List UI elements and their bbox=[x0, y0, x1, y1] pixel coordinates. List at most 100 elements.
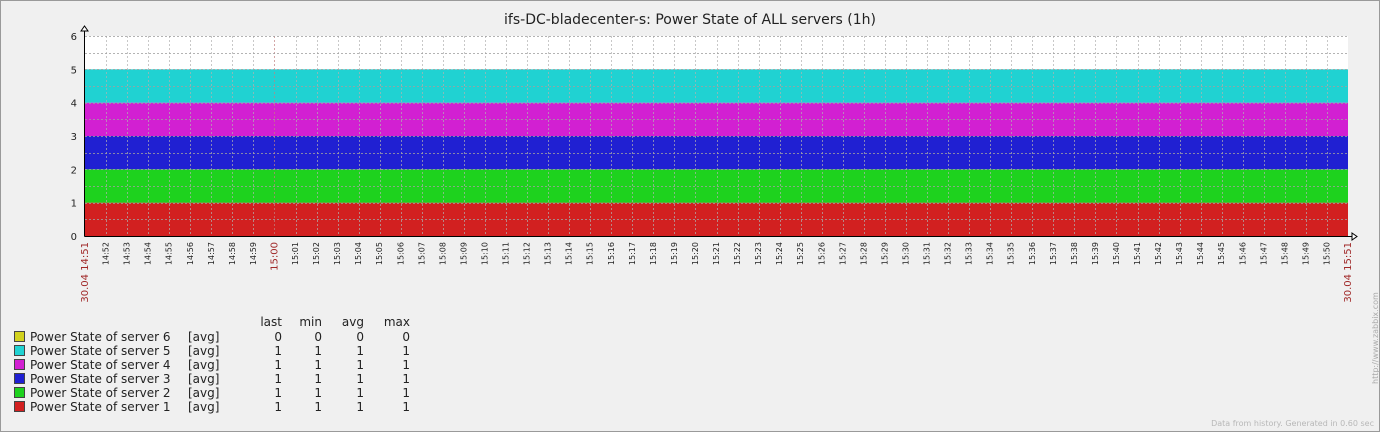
x-tick-label: 14:52 bbox=[102, 242, 111, 265]
legend-item-avg: 1 bbox=[356, 344, 364, 358]
legend-swatch bbox=[14, 359, 25, 370]
legend-row-server-3: Power State of server 3 [avg] 1 1 1 1 bbox=[14, 372, 410, 386]
x-tick-label: 15:33 bbox=[965, 242, 974, 265]
legend-item-max: 0 bbox=[402, 330, 410, 344]
x-tick-label: 15:45 bbox=[1217, 242, 1226, 265]
x-tick-label-hour: 15:00 bbox=[269, 242, 280, 271]
x-tick-label: 15:43 bbox=[1175, 242, 1184, 265]
x-tick-labels: 14:52 14:53 14:54 14:55 14:56 14:57 14:58 14:59… bbox=[80, 242, 1354, 303]
x-tick-label: 15:09 bbox=[459, 242, 468, 265]
x-tick-label: 15:05 bbox=[375, 242, 384, 265]
legend-item-name: Power State of server 1 bbox=[30, 400, 171, 414]
x-tick-label: 15:47 bbox=[1259, 242, 1268, 265]
x-tick-label: 15:14 bbox=[565, 242, 574, 265]
x-tick-label: 15:39 bbox=[1091, 242, 1100, 265]
legend-item-function: [avg] bbox=[188, 386, 220, 400]
legend-item-avg: 0 bbox=[356, 330, 364, 344]
x-tick-label: 15:48 bbox=[1280, 242, 1289, 265]
legend-item-max: 1 bbox=[402, 344, 410, 358]
y-tick-label: 6 bbox=[71, 32, 77, 43]
legend-row-server-4: Power State of server 4 [avg] 1 1 1 1 bbox=[14, 358, 410, 372]
x-tick-label: 15:12 bbox=[523, 242, 532, 265]
x-tick-label: 15:25 bbox=[796, 242, 805, 265]
x-tick-label: 15:40 bbox=[1112, 242, 1121, 265]
y-tick-labels: 0 1 2 3 4 5 6 bbox=[71, 32, 77, 243]
axes bbox=[80, 25, 1358, 241]
x-end-label: 30.04 15:51 bbox=[1343, 242, 1354, 303]
x-tick-label: 15:22 bbox=[733, 242, 742, 265]
legend-item-name: Power State of server 3 bbox=[30, 372, 171, 386]
y-axis-arrow bbox=[80, 25, 89, 32]
legend-item-name: Power State of server 5 bbox=[30, 344, 171, 358]
legend-item-max: 1 bbox=[402, 400, 410, 414]
x-tick-label: 15:26 bbox=[817, 242, 826, 265]
legend-item-min: 1 bbox=[314, 400, 322, 414]
x-tick-label: 15:16 bbox=[607, 242, 616, 265]
x-tick-label: 15:13 bbox=[544, 242, 553, 265]
legend-item-avg: 1 bbox=[356, 358, 364, 372]
footer-generated-note: Data from history. Generated in 0.60 sec bbox=[1211, 419, 1374, 428]
x-tick-label: 15:31 bbox=[923, 242, 932, 265]
x-tick-label: 14:55 bbox=[165, 242, 174, 265]
x-tick-label: 15:04 bbox=[354, 242, 363, 265]
x-tick-label: 15:30 bbox=[901, 242, 910, 265]
x-tick-label: 14:56 bbox=[186, 242, 195, 265]
legend-swatch bbox=[14, 373, 25, 384]
x-tick-label: 15:07 bbox=[417, 242, 426, 265]
legend-item-min: 1 bbox=[314, 358, 322, 372]
y-tick-label: 3 bbox=[71, 132, 77, 143]
legend-item-last: 1 bbox=[274, 400, 282, 414]
legend-item-min: 1 bbox=[314, 372, 322, 386]
x-tick-label: 15:37 bbox=[1049, 242, 1058, 265]
chart-title: ifs-DC-bladecenter-s: Power State of ALL… bbox=[504, 12, 876, 28]
x-tick-label: 15:19 bbox=[670, 242, 679, 265]
x-tick-label: 15:06 bbox=[396, 242, 405, 265]
legend-header-last: last bbox=[260, 315, 282, 329]
x-tick-label: 15:20 bbox=[691, 242, 700, 265]
legend-item-name: Power State of server 4 bbox=[30, 358, 171, 372]
legend-swatch bbox=[14, 345, 25, 356]
legend-item-function: [avg] bbox=[188, 400, 220, 414]
x-tick-label: 15:35 bbox=[1007, 242, 1016, 265]
legend-item-avg: 1 bbox=[356, 386, 364, 400]
legend-header-min: min bbox=[299, 315, 322, 329]
x-tick-label: 15:28 bbox=[859, 242, 868, 265]
legend-item-last: 1 bbox=[274, 358, 282, 372]
x-tick-label: 15:46 bbox=[1238, 242, 1247, 265]
legend-item-avg: 1 bbox=[356, 400, 364, 414]
y-tick-label: 5 bbox=[71, 65, 77, 76]
legend-row-server-2: Power State of server 2 [avg] 1 1 1 1 bbox=[14, 386, 410, 400]
legend-item-name: Power State of server 6 bbox=[30, 330, 171, 344]
area-series-3 bbox=[85, 136, 1348, 170]
x-tick-label: 15:18 bbox=[649, 242, 658, 265]
legend-item-min: 0 bbox=[314, 330, 322, 344]
x-tick-label: 15:17 bbox=[628, 242, 637, 265]
legend-item-function: [avg] bbox=[188, 344, 220, 358]
x-tick-label: 15:27 bbox=[838, 242, 847, 265]
legend-header: last min avg max bbox=[14, 314, 410, 330]
legend-swatch bbox=[14, 331, 25, 342]
legend-item-last: 1 bbox=[274, 344, 282, 358]
x-tick-label: 15:29 bbox=[880, 242, 889, 265]
x-axis-arrow bbox=[1351, 232, 1358, 241]
legend-item-avg: 1 bbox=[356, 372, 364, 386]
legend-row-server-6: Power State of server 6 [avg] 0 0 0 0 bbox=[14, 330, 410, 344]
x-tick-label: 15:08 bbox=[438, 242, 447, 265]
x-tick-label: 15:44 bbox=[1196, 242, 1205, 265]
legend-item-last: 0 bbox=[274, 330, 282, 344]
x-tick-label: 14:54 bbox=[144, 242, 153, 265]
legend-item-function: [avg] bbox=[188, 372, 220, 386]
x-tick-label: 14:57 bbox=[207, 242, 216, 265]
grid-lines bbox=[85, 36, 1348, 236]
legend: last min avg max Power State of server 6… bbox=[14, 314, 410, 414]
zabbix-url-watermark: http://www.zabbix.com bbox=[1371, 292, 1380, 384]
legend-item-function: [avg] bbox=[188, 358, 220, 372]
x-tick-label: 15:32 bbox=[944, 242, 953, 265]
x-tick-label: 15:11 bbox=[502, 242, 511, 265]
x-tick-label: 15:41 bbox=[1133, 242, 1142, 265]
legend-row-server-5: Power State of server 5 [avg] 1 1 1 1 bbox=[14, 344, 410, 358]
x-tick-label: 14:59 bbox=[249, 242, 258, 265]
x-tick-label: 15:24 bbox=[775, 242, 784, 265]
legend-item-max: 1 bbox=[402, 386, 410, 400]
